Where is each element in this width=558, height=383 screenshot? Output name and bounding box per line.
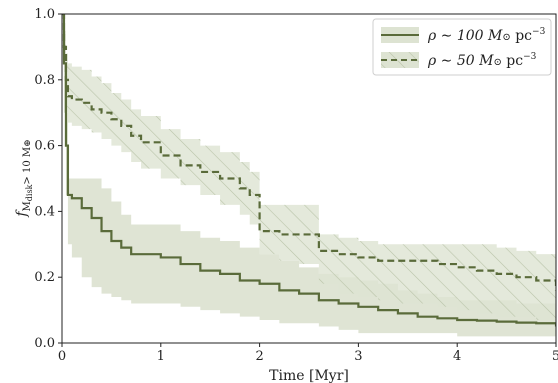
x-tick-label: 4 (453, 349, 461, 364)
legend-label-100: ρ ∼ 100 M⊙ pc−3 (427, 27, 546, 44)
y-tick-label: 0.4 (34, 204, 55, 219)
x-axis-label: Time [Myr] (269, 368, 349, 383)
y-label-subsub: disk (25, 184, 34, 201)
y-tick-label: 0.2 (34, 270, 55, 285)
y-tick-label: 0.6 (34, 139, 55, 154)
hatch-series-1 (62, 14, 556, 320)
band-series-0 (62, 14, 556, 337)
y-tick-label: 0.0 (34, 336, 55, 351)
line-series-0 (62, 14, 556, 327)
legend-label-50: ρ ∼ 50 M⊙ pc−3 (427, 52, 537, 69)
y-label-sub: M (22, 201, 33, 211)
y-label-rest: > 10 M (22, 147, 33, 185)
x-tick-label: 5 (552, 349, 558, 364)
y-tick-label: 1.0 (34, 7, 55, 22)
x-tick-label: 3 (354, 349, 362, 364)
line-series-1 (62, 14, 556, 291)
x-tick-label: 2 (255, 349, 263, 364)
plot-frame (61, 13, 557, 344)
y-label-sym: ⊕ (23, 139, 33, 147)
svg-text:fMdisk> 10 M⊕: fMdisk> 10 M⊕ (14, 139, 34, 217)
x-tick-label: 0 (58, 349, 66, 364)
x-tick-label: 1 (157, 349, 165, 364)
y-axis-label: fMdisk> 10 M⊕ (14, 139, 34, 217)
y-tick-label: 0.8 (34, 73, 55, 88)
legend: ρ ∼ 100 M⊙ pc−3 ρ ∼ 50 M⊙ pc−3 (372, 18, 552, 76)
y-label-f: f (14, 209, 30, 218)
